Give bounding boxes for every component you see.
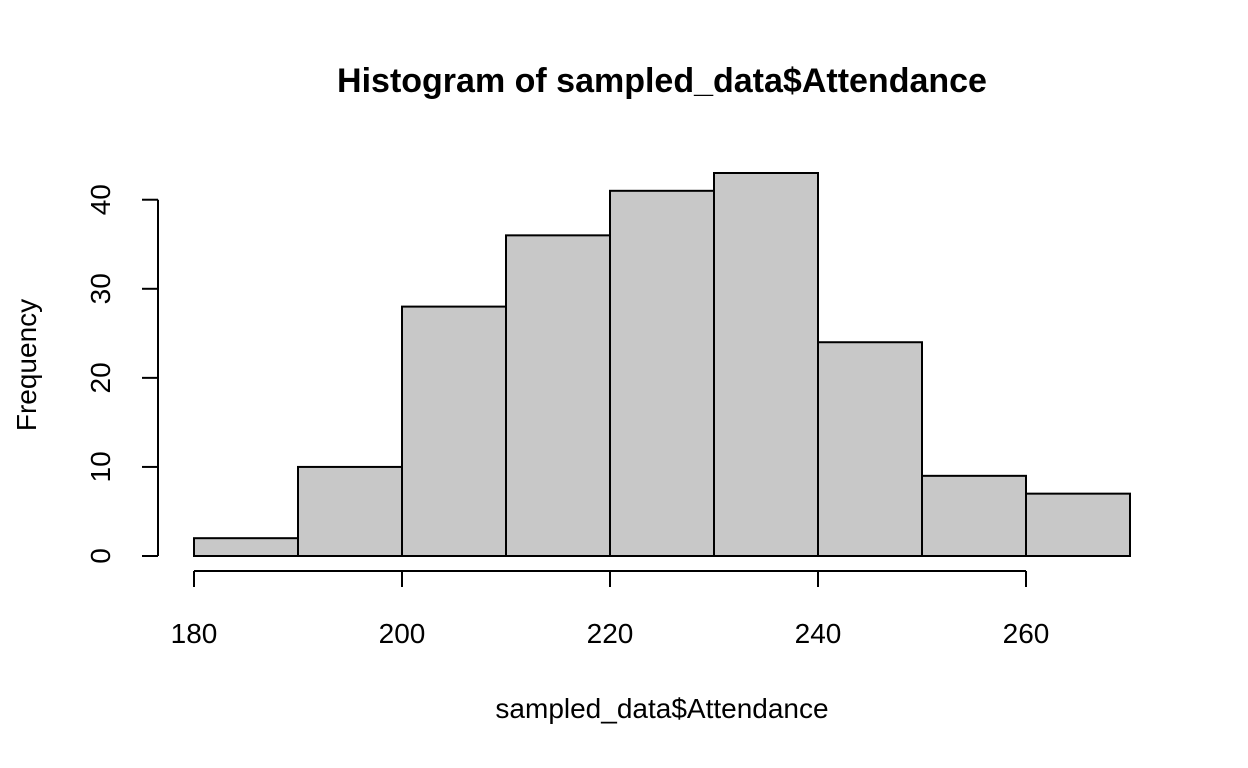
- y-tick-label: 0: [85, 548, 116, 564]
- x-tick-label: 180: [171, 618, 218, 649]
- x-tick-label: 260: [1003, 618, 1050, 649]
- x-tick-label: 240: [795, 618, 842, 649]
- histogram-bar: [401, 305, 507, 557]
- x-axis: 180 200 220 240 260: [171, 570, 1050, 649]
- histogram-bar: [505, 234, 611, 557]
- y-tick-label: 20: [85, 362, 116, 393]
- chart-title: Histogram of sampled_data$Attendance: [337, 62, 987, 100]
- x-axis-label: sampled_data$Attendance: [495, 693, 828, 724]
- histogram-bar: [193, 537, 299, 557]
- y-axis: 0 10 20 30 40: [85, 184, 159, 564]
- histogram-bar: [1025, 492, 1131, 557]
- y-tick-label: 40: [85, 184, 116, 215]
- histogram-bar: [921, 474, 1027, 558]
- x-tick-label: 200: [379, 618, 426, 649]
- histogram-bar: [609, 189, 715, 557]
- y-tick-label: 30: [85, 273, 116, 304]
- y-axis-label: Frequency: [11, 299, 42, 431]
- bars: [193, 172, 1131, 558]
- y-tick-label: 10: [85, 451, 116, 482]
- histogram-bar: [297, 465, 403, 558]
- x-tick-label: 220: [587, 618, 634, 649]
- histogram-bar: [713, 172, 819, 557]
- histogram-bar: [817, 341, 923, 557]
